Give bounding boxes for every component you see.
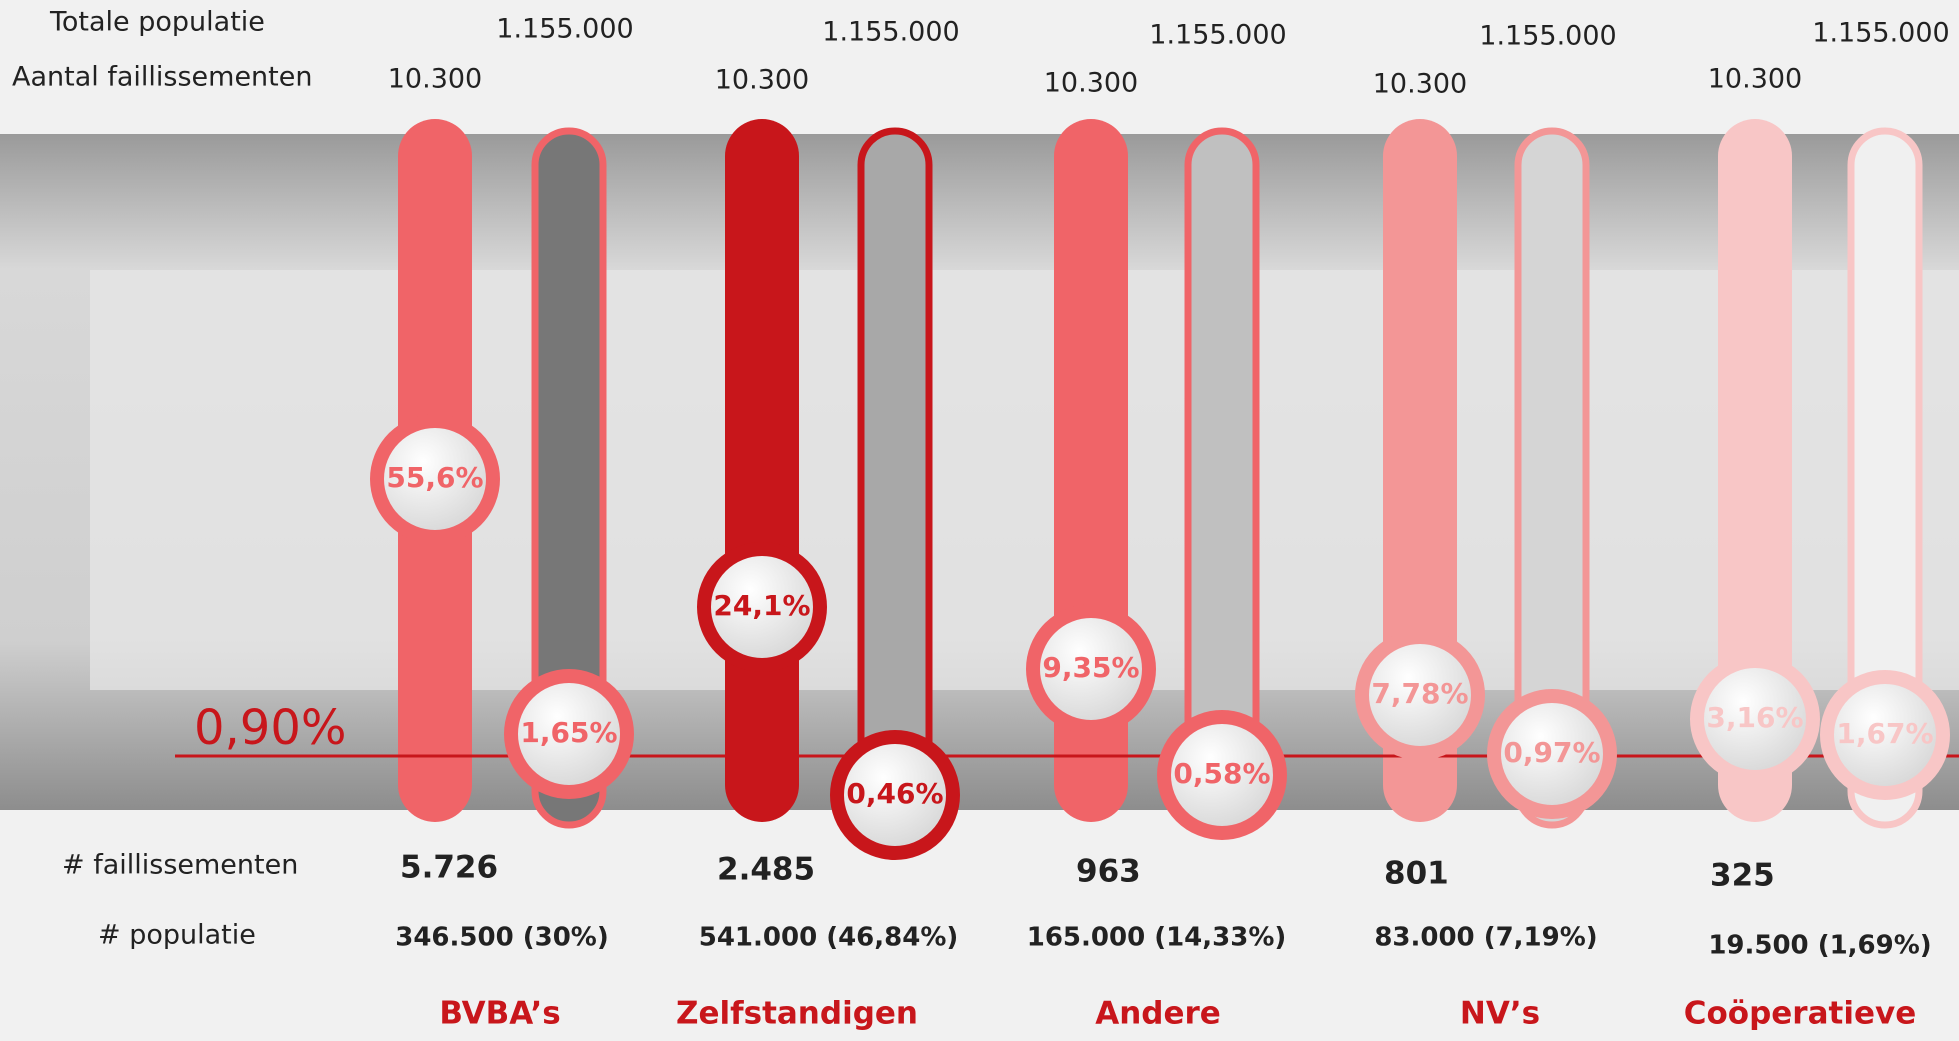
- page: {"labels":{"total_population":"Totale po…: [0, 0, 1959, 1037]
- bankruptcies-value: 963: [1076, 854, 1141, 890]
- top-bankruptcies: 10.300: [1044, 68, 1138, 99]
- rate-label: 1,67%: [1836, 717, 1933, 750]
- header-label: Totale populatie: [49, 7, 265, 38]
- rate-label: 1,65%: [520, 716, 617, 749]
- group-name: BVBA’s: [439, 996, 560, 1032]
- bankruptcies-value: 801: [1384, 856, 1449, 892]
- top-bankruptcies: 10.300: [388, 64, 482, 95]
- rate-bar: [861, 131, 929, 825]
- group-name: Coöperatieve: [1684, 996, 1916, 1032]
- top-bankruptcies: 10.300: [1708, 64, 1802, 95]
- share-label: 24,1%: [713, 589, 810, 622]
- top-population: 1.155.000: [822, 17, 959, 48]
- rate-label: 0,46%: [846, 777, 943, 810]
- row-label: # populatie: [98, 920, 256, 951]
- share-label: 55,6%: [386, 461, 483, 494]
- bankruptcies-value: 5.726: [400, 850, 498, 886]
- top-bankruptcies: 10.300: [715, 65, 809, 96]
- row-label: # faillissementen: [62, 850, 298, 881]
- bankruptcies-value: 2.485: [717, 852, 815, 888]
- top-bankruptcies: 10.300: [1373, 69, 1467, 100]
- top-population: 1.155.000: [1479, 21, 1616, 52]
- rate-label: 0,58%: [1173, 757, 1270, 790]
- share-label: 3,16%: [1706, 701, 1803, 734]
- group-name: Andere: [1095, 996, 1221, 1032]
- population-value: 165.000 (14,33%): [1027, 923, 1287, 953]
- bankruptcies-value: 325: [1710, 858, 1775, 894]
- group-name: NV’s: [1460, 996, 1540, 1032]
- top-population: 1.155.000: [1812, 18, 1949, 49]
- population-value: 346.500 (30%): [395, 923, 608, 953]
- top-population: 1.155.000: [496, 14, 633, 45]
- share-label: 9,35%: [1042, 651, 1139, 684]
- header-label: Aantal faillissementen: [12, 62, 312, 93]
- population-value: 83.000 (7,19%): [1374, 923, 1597, 953]
- group-name: Zelfstandigen: [676, 996, 918, 1032]
- population-value: 541.000 (46,84%): [699, 923, 959, 953]
- rate-label: 0,97%: [1503, 736, 1600, 769]
- share-label: 7,78%: [1371, 677, 1468, 710]
- population-value: 19.500 (1,69%): [1708, 931, 1931, 961]
- infographic: Totale populatie Aantal faillissementen …: [0, 0, 1959, 1037]
- average-label: 0,90%: [194, 700, 346, 756]
- top-population: 1.155.000: [1149, 20, 1286, 51]
- share-bar: [725, 119, 799, 822]
